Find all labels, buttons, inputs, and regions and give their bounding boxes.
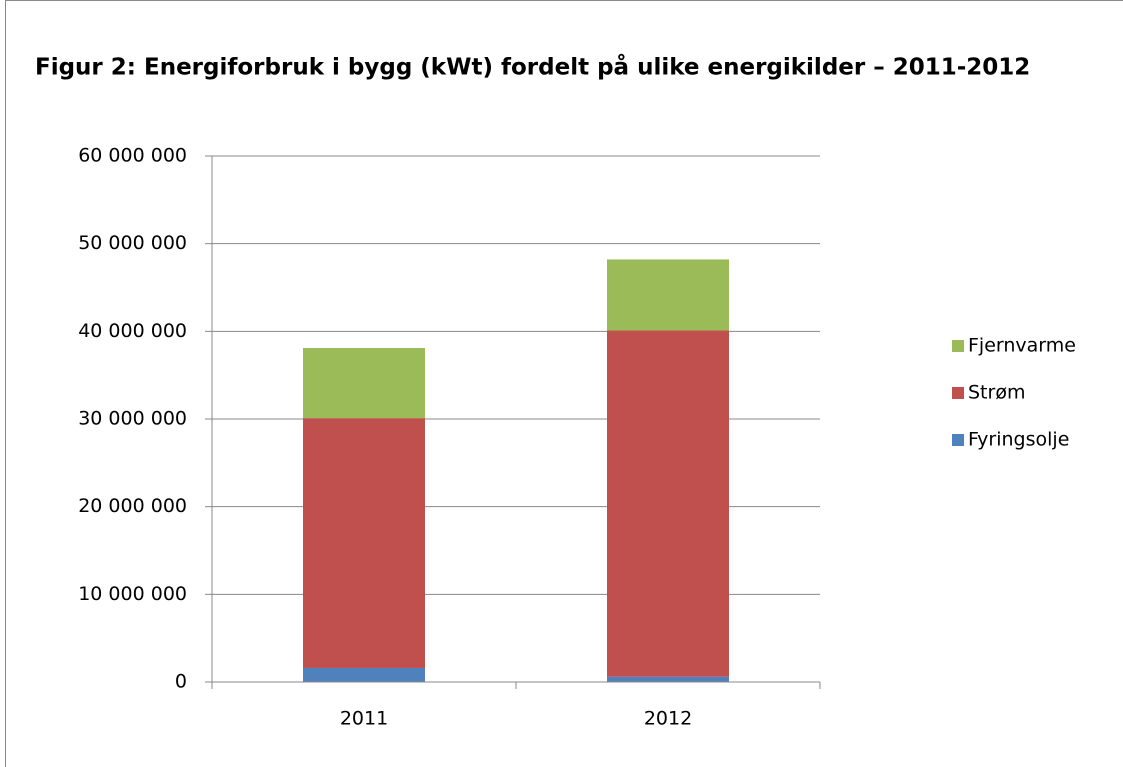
legend-label: Fjernvarme xyxy=(968,335,1076,357)
legend-label: Strøm xyxy=(968,382,1025,404)
x-tick-label: 2012 xyxy=(644,708,692,730)
bar-segment xyxy=(303,667,425,682)
chart-title: Figur 2: Energiforbruk i bygg (kWt) ford… xyxy=(35,54,1030,81)
legend-label: Fyringsolje xyxy=(968,429,1069,451)
legend-swatch xyxy=(952,340,964,352)
y-tick-label: 20 000 000 xyxy=(78,495,187,517)
bar-segment xyxy=(303,347,425,419)
x-tick-label: 2011 xyxy=(340,708,388,730)
bar-segment xyxy=(303,418,425,668)
y-tick-label: 10 000 000 xyxy=(78,583,187,605)
y-tick-label: 0 xyxy=(175,671,187,693)
chart-frame xyxy=(5,0,1123,767)
bar-segment xyxy=(607,330,729,677)
bar-segment xyxy=(607,676,729,682)
y-tick-label: 60 000 000 xyxy=(78,145,187,167)
legend-swatch xyxy=(952,387,964,399)
legend-swatch xyxy=(952,434,964,446)
y-tick-label: 50 000 000 xyxy=(78,232,187,254)
y-tick-label: 40 000 000 xyxy=(78,320,187,342)
bar-segment xyxy=(607,259,729,331)
y-tick-label: 30 000 000 xyxy=(78,408,187,430)
